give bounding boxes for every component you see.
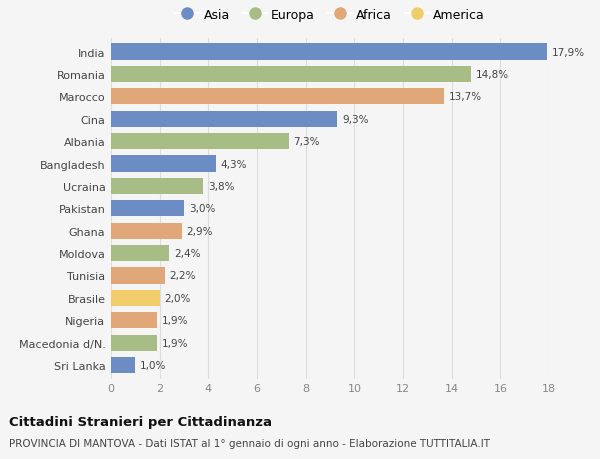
Bar xyxy=(111,246,169,262)
Text: 3,0%: 3,0% xyxy=(189,204,215,214)
Text: 9,3%: 9,3% xyxy=(342,114,368,124)
Bar xyxy=(111,268,164,284)
Text: 1,9%: 1,9% xyxy=(162,338,188,348)
Bar xyxy=(111,67,471,83)
Text: 2,2%: 2,2% xyxy=(169,271,196,281)
Text: 17,9%: 17,9% xyxy=(551,47,584,57)
Text: 2,0%: 2,0% xyxy=(164,293,191,303)
Text: 1,0%: 1,0% xyxy=(140,360,167,370)
Text: 2,9%: 2,9% xyxy=(187,226,213,236)
Bar xyxy=(111,89,445,105)
Bar xyxy=(111,313,157,329)
Text: Cittadini Stranieri per Cittadinanza: Cittadini Stranieri per Cittadinanza xyxy=(9,415,272,428)
Bar xyxy=(111,112,337,128)
Bar xyxy=(111,357,136,373)
Text: 7,3%: 7,3% xyxy=(293,137,320,147)
Bar xyxy=(111,335,157,351)
Legend: Asia, Europa, Africa, America: Asia, Europa, Africa, America xyxy=(172,6,488,24)
Text: PROVINCIA DI MANTOVA - Dati ISTAT al 1° gennaio di ogni anno - Elaborazione TUTT: PROVINCIA DI MANTOVA - Dati ISTAT al 1° … xyxy=(9,438,490,448)
Bar xyxy=(111,223,182,239)
Text: 13,7%: 13,7% xyxy=(449,92,482,102)
Bar xyxy=(111,290,160,306)
Text: 3,8%: 3,8% xyxy=(208,181,235,191)
Text: 1,9%: 1,9% xyxy=(162,316,188,325)
Bar xyxy=(111,156,215,172)
Bar xyxy=(111,201,184,217)
Bar xyxy=(111,134,289,150)
Bar xyxy=(111,45,547,61)
Text: 4,3%: 4,3% xyxy=(221,159,247,169)
Text: 14,8%: 14,8% xyxy=(476,70,509,80)
Bar xyxy=(111,179,203,195)
Text: 2,4%: 2,4% xyxy=(174,248,201,258)
